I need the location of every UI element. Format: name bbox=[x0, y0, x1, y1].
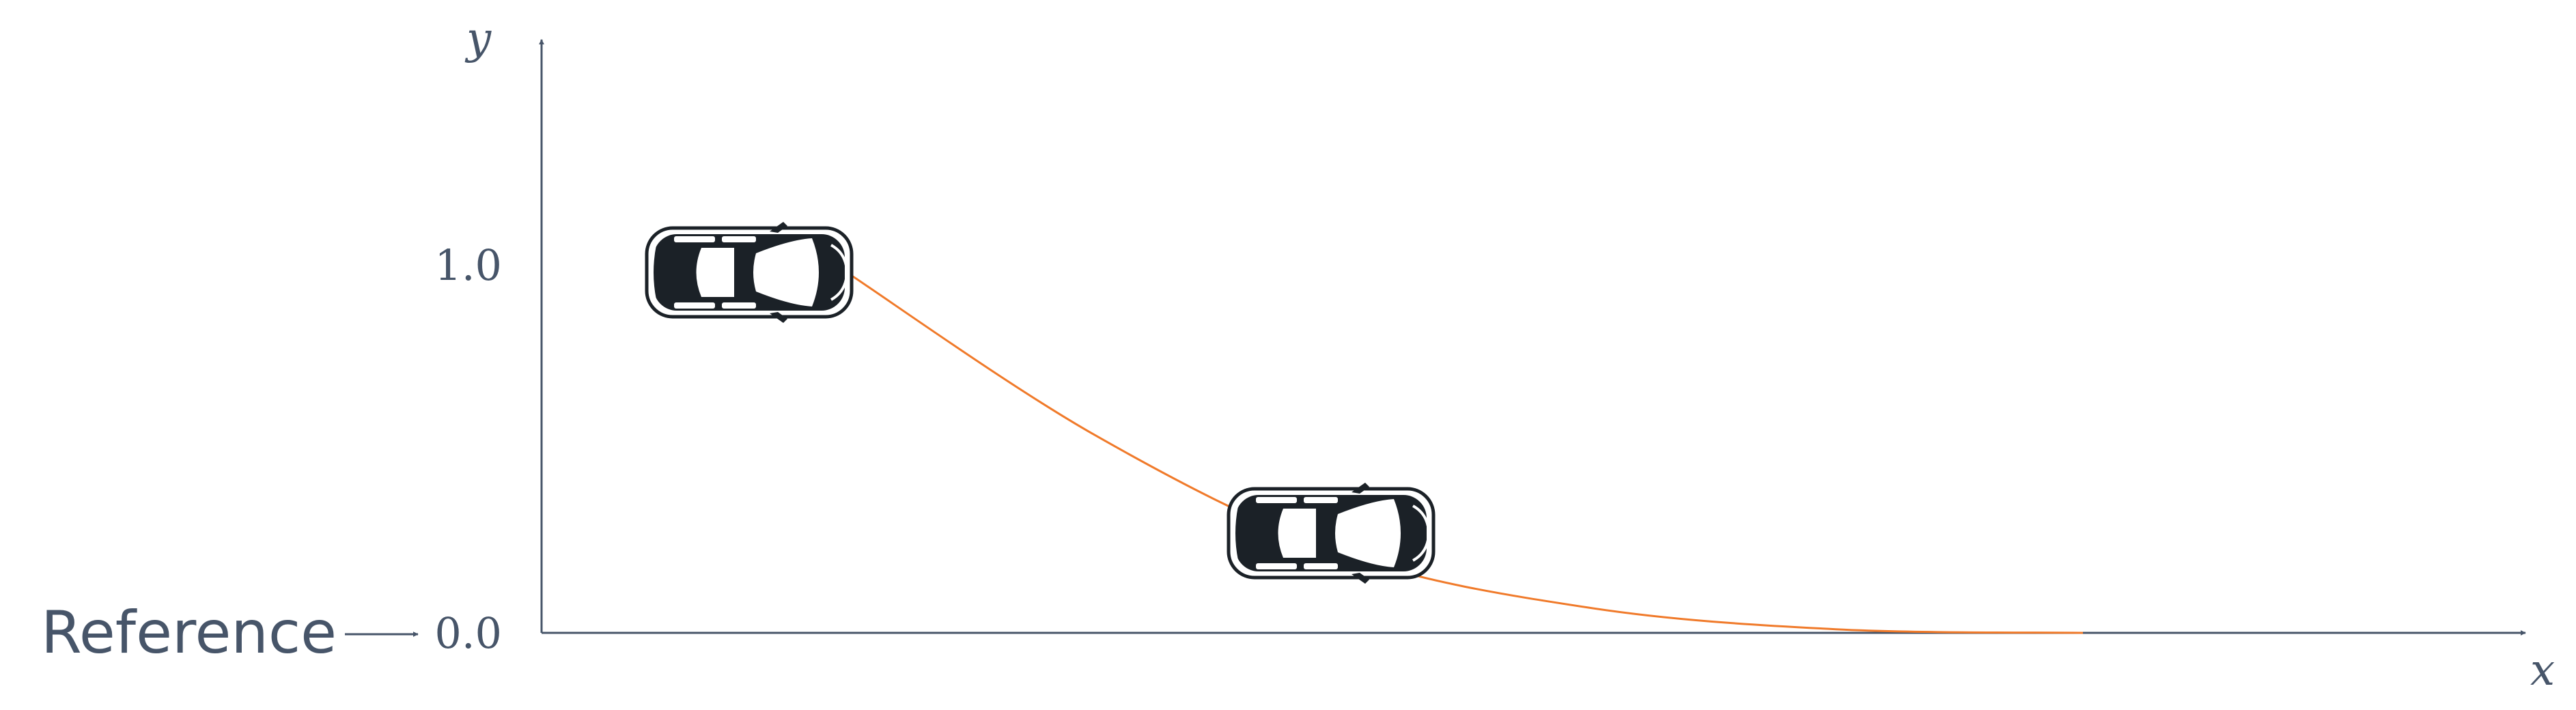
trajectory-line bbox=[846, 271, 2084, 634]
y-tick-label-1: 1.0 bbox=[434, 240, 502, 290]
car-top-view-icon bbox=[1229, 483, 1433, 584]
reference-label: Reference bbox=[41, 599, 337, 667]
car-top-view-icon bbox=[647, 222, 852, 323]
x-axis-label: x bbox=[2530, 645, 2555, 696]
y-tick-label-0: 0.0 bbox=[434, 608, 502, 658]
y-axis-label: y bbox=[464, 14, 492, 64]
